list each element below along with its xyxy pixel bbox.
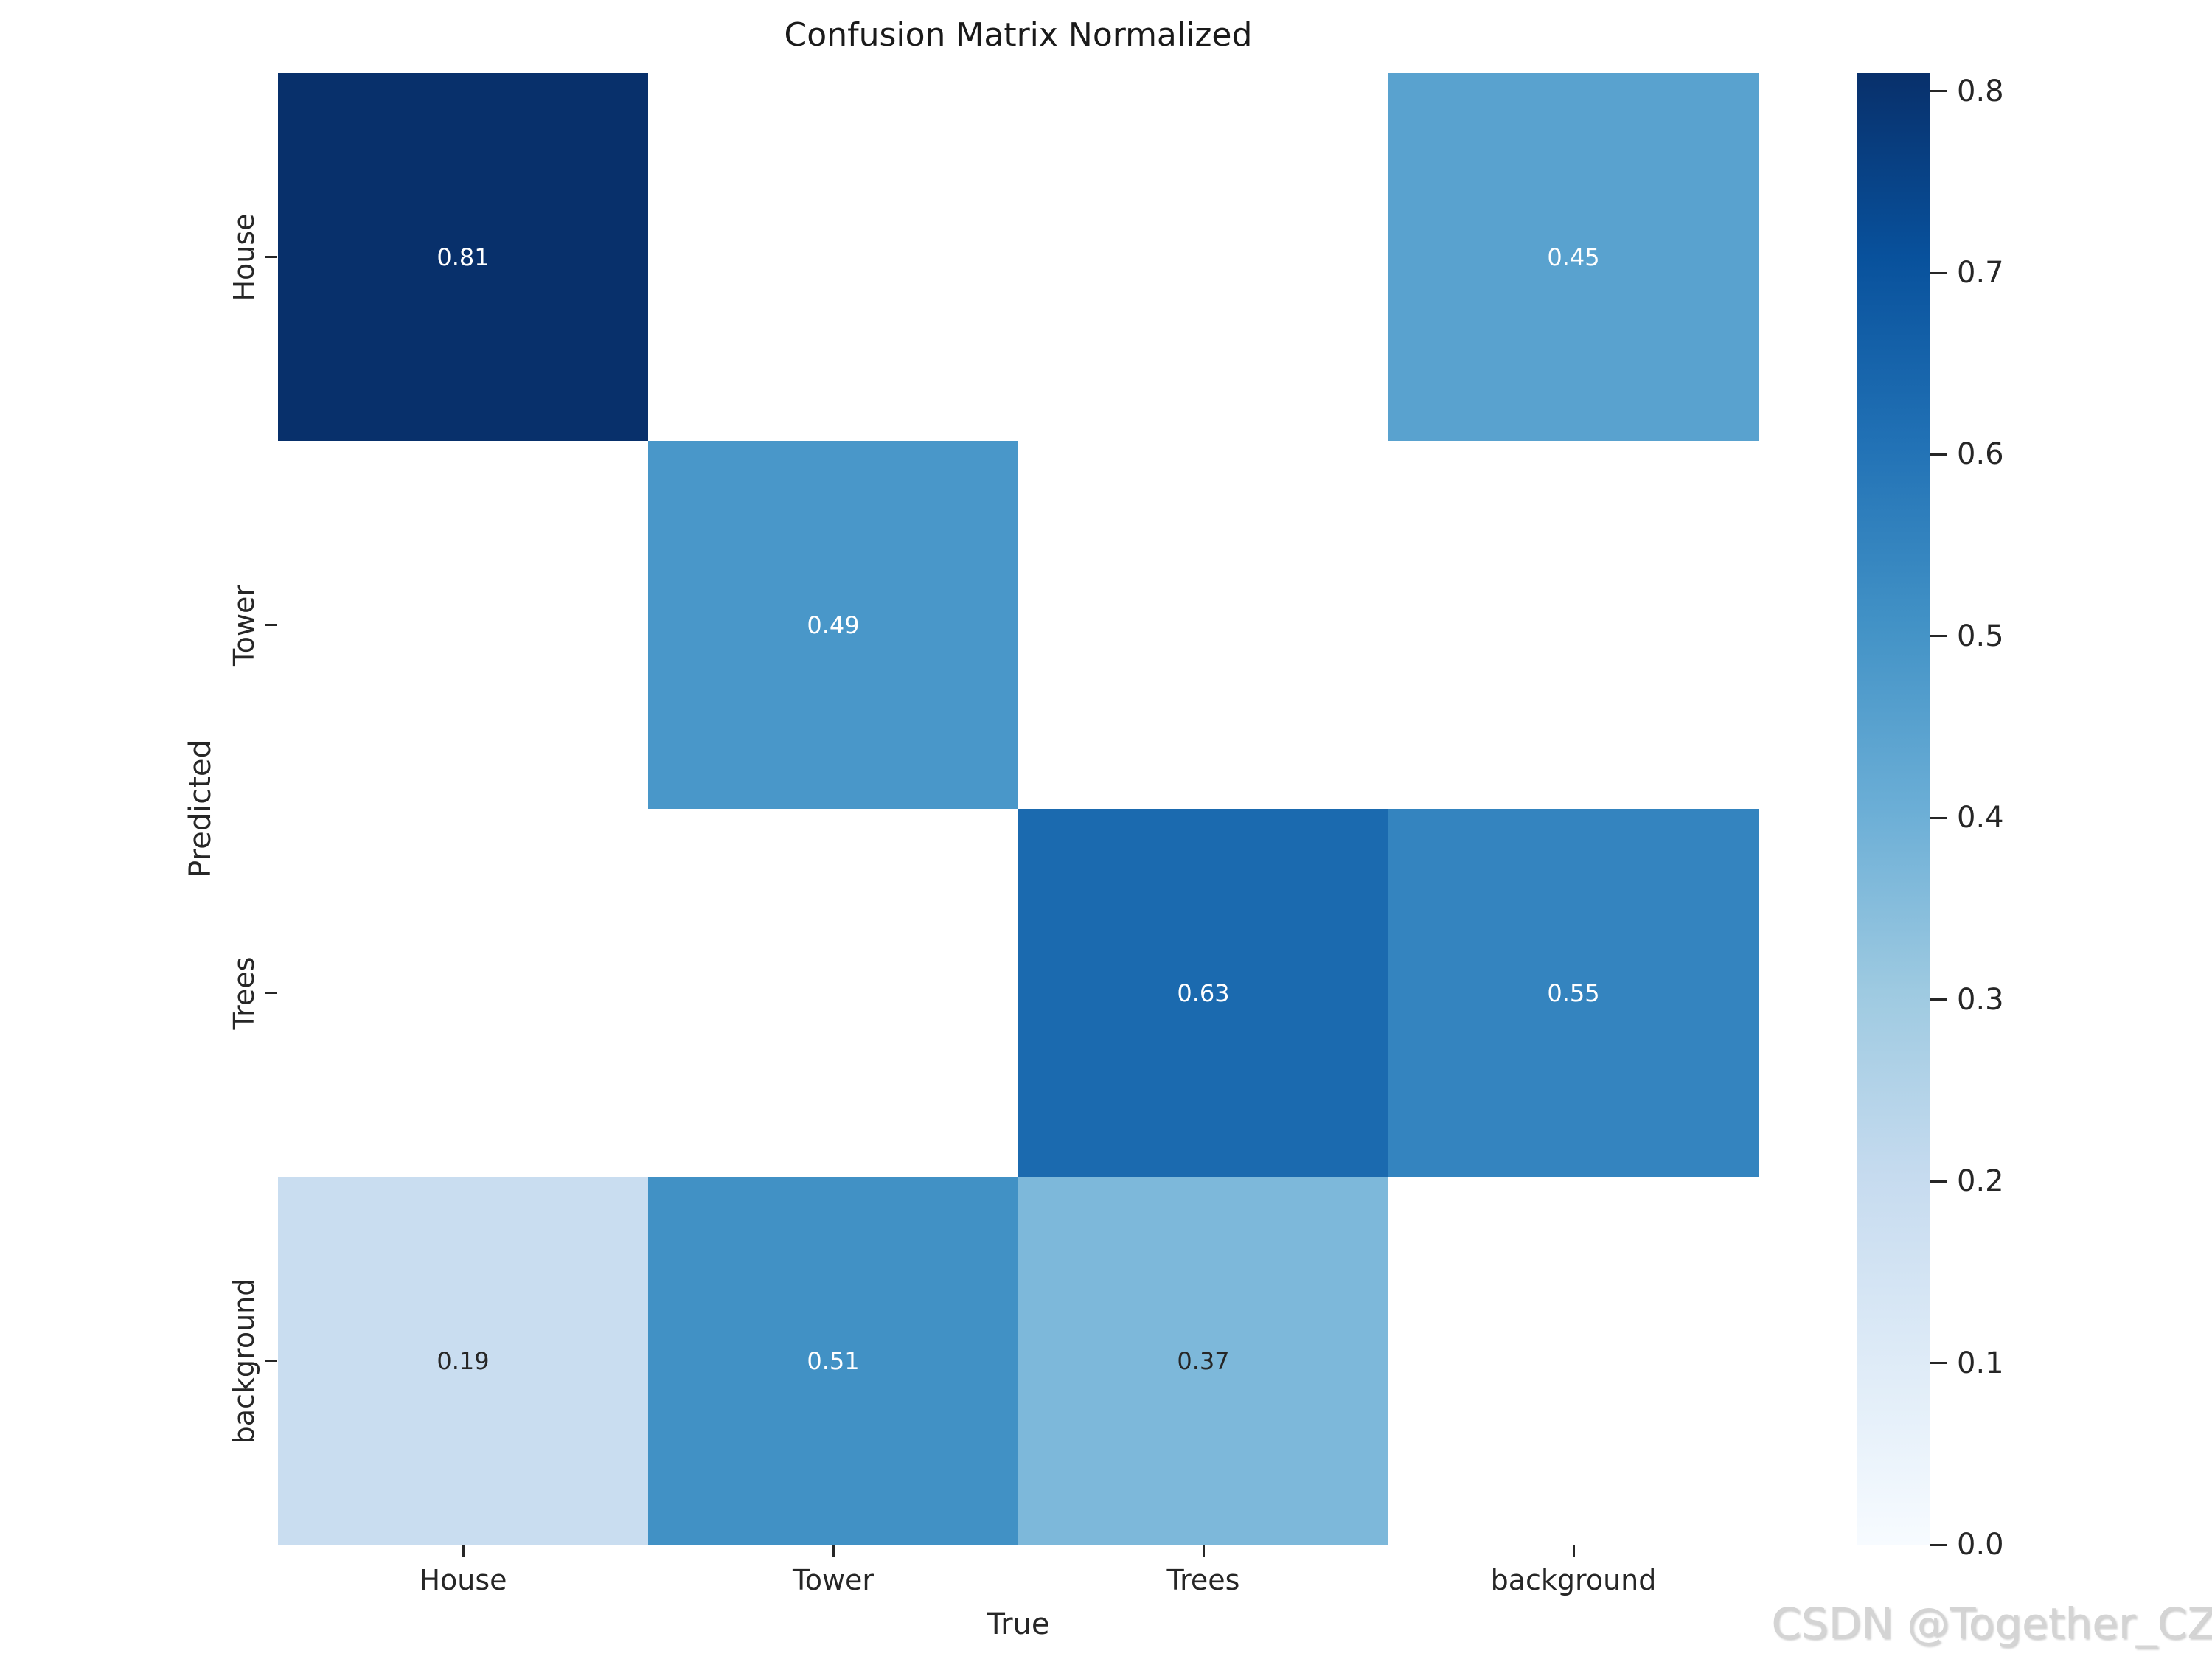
colorbar-tick-mark <box>1930 998 1947 1001</box>
colorbar-tick-label: 0.5 <box>1957 619 2004 653</box>
chart-title: Confusion Matrix Normalized <box>784 16 1253 54</box>
heatmap-cell <box>278 809 648 1177</box>
colorbar-tick-mark <box>1930 816 1947 819</box>
colorbar-tick-mark <box>1930 1180 1947 1183</box>
colorbar-tick-mark <box>1930 453 1947 456</box>
y-tick-label: background <box>228 1278 260 1444</box>
colorbar <box>1857 73 1930 1545</box>
heatmap-cell <box>648 809 1018 1177</box>
colorbar-tick-label: 0.4 <box>1957 801 2004 835</box>
cell-value: 0.37 <box>1177 1346 1230 1375</box>
heatmap-cell: 0.63 <box>1018 809 1388 1177</box>
watermark: CSDN @Together_CZ <box>1771 1599 2212 1649</box>
heatmap-cell <box>1388 441 1759 809</box>
y-tick-mark <box>265 1360 277 1362</box>
cell-value: 0.63 <box>1177 978 1230 1007</box>
x-tick-label: Trees <box>1166 1564 1240 1596</box>
heatmap-cell: 0.51 <box>648 1177 1018 1545</box>
colorbar-tick-label: 0.0 <box>1957 1528 2004 1562</box>
heatmap-cell: 0.37 <box>1018 1177 1388 1545</box>
x-axis-label: True <box>987 1607 1050 1641</box>
colorbar-tick-label: 0.2 <box>1957 1164 2004 1199</box>
y-axis-label: Predicted <box>184 740 218 878</box>
heatmap-cell: 0.81 <box>278 73 648 441</box>
colorbar-tick-mark <box>1930 271 1947 274</box>
y-tick-label: Tower <box>228 584 260 666</box>
heatmap-cell <box>1018 73 1388 441</box>
x-tick-mark <box>832 1545 835 1557</box>
y-tick-mark <box>265 992 277 994</box>
heatmap-cell: 0.55 <box>1388 809 1759 1177</box>
cell-value: 0.19 <box>437 1346 490 1375</box>
colorbar-tick-mark <box>1930 635 1947 638</box>
colorbar-tick-label: 0.7 <box>1957 256 2004 291</box>
colorbar-tick-mark <box>1930 1543 1947 1546</box>
colorbar-tick-label: 0.3 <box>1957 982 2004 1017</box>
colorbar-tick-mark <box>1930 1362 1947 1365</box>
heatmap-cell: 0.49 <box>648 441 1018 809</box>
colorbar-tick-label: 0.8 <box>1957 74 2004 108</box>
x-tick-label: Tower <box>792 1564 874 1596</box>
y-tick-label: House <box>228 212 260 302</box>
colorbar-tick-label: 0.1 <box>1957 1346 2004 1380</box>
x-tick-label: background <box>1490 1564 1657 1596</box>
x-tick-mark <box>462 1545 465 1557</box>
heatmap-cell: 0.45 <box>1388 73 1759 441</box>
x-tick-mark <box>1202 1545 1205 1557</box>
heatmap-cell <box>1018 441 1388 809</box>
cell-value: 0.81 <box>437 243 490 271</box>
x-tick-label: House <box>419 1564 507 1596</box>
cell-value: 0.49 <box>807 611 860 639</box>
cell-value: 0.45 <box>1547 243 1600 271</box>
cell-value: 0.51 <box>807 1346 860 1375</box>
heatmap-cell <box>648 73 1018 441</box>
colorbar-tick-mark <box>1930 90 1947 93</box>
heatmap-grid: 0.81 0.45 0.49 0.63 0.55 0.19 0.51 0.37 <box>278 73 1759 1545</box>
heatmap-cell <box>1388 1177 1759 1545</box>
heatmap-cell: 0.19 <box>278 1177 648 1545</box>
y-tick-label: Trees <box>228 956 260 1029</box>
cell-value: 0.55 <box>1547 978 1600 1007</box>
x-tick-mark <box>1572 1545 1575 1557</box>
colorbar-tick-label: 0.6 <box>1957 437 2004 472</box>
y-tick-mark <box>265 256 277 258</box>
y-tick-mark <box>265 624 277 626</box>
heatmap-cell <box>278 441 648 809</box>
